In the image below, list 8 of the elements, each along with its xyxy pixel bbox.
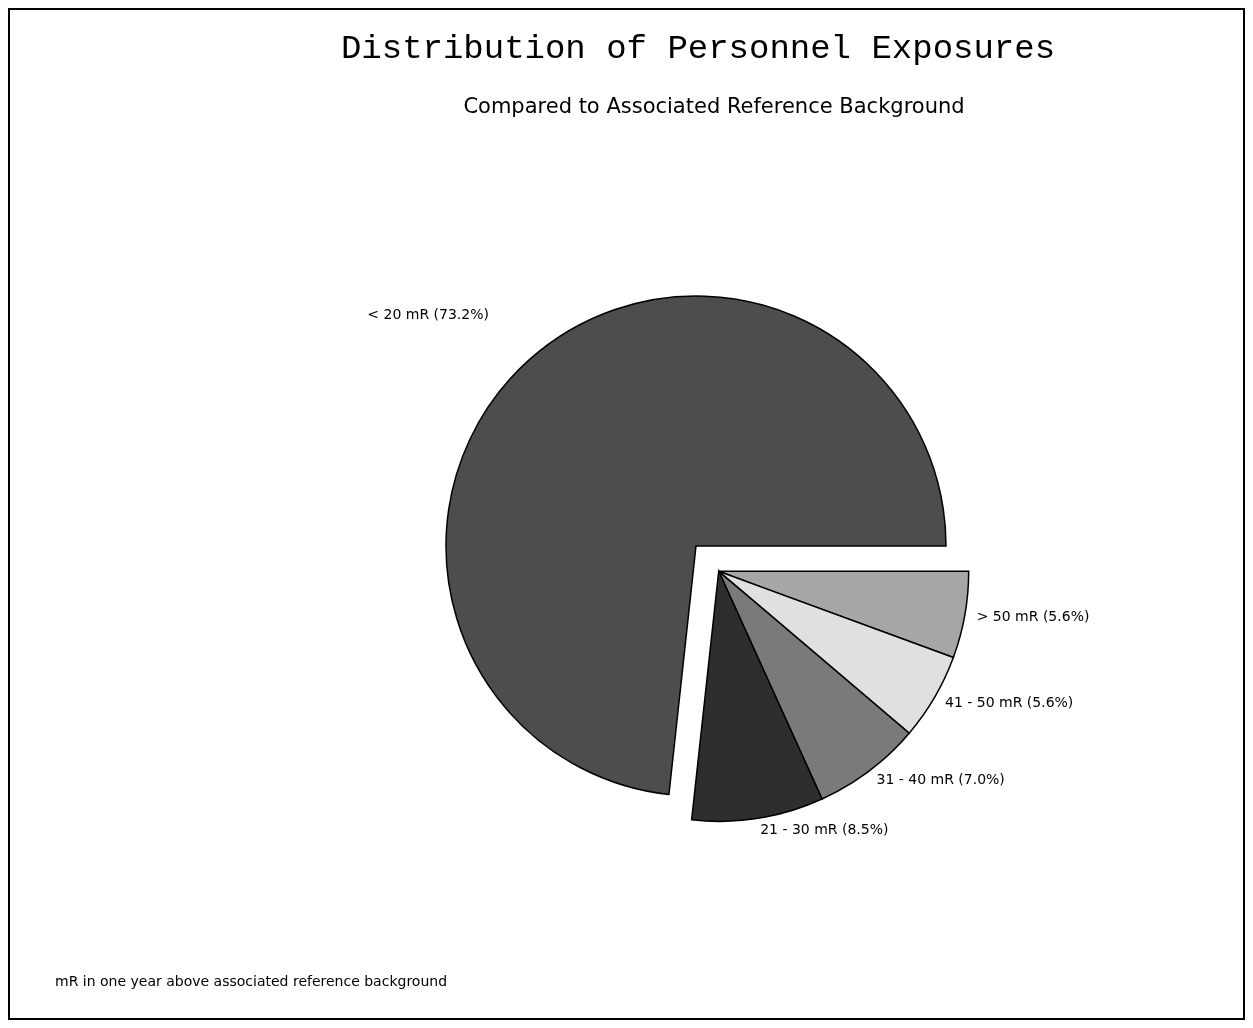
- slice-label: 41 - 50 mR (5.6%): [944, 694, 1074, 711]
- slice-label: 21 - 30 mR (8.5%): [760, 821, 889, 838]
- chart-subtitle: Compared to Associated Reference Background: [463, 94, 965, 118]
- slice-label: 31 - 40 mR (7.0%): [876, 771, 1005, 788]
- slice-label: > 50 mR (5.6%): [976, 608, 1090, 625]
- text: mR in one year above associated reference background: [55, 973, 448, 989]
- chart-title: Distribution of Personnel Exposures: [340, 30, 1056, 68]
- slice-label: < 20 mR (73.2%): [367, 306, 489, 323]
